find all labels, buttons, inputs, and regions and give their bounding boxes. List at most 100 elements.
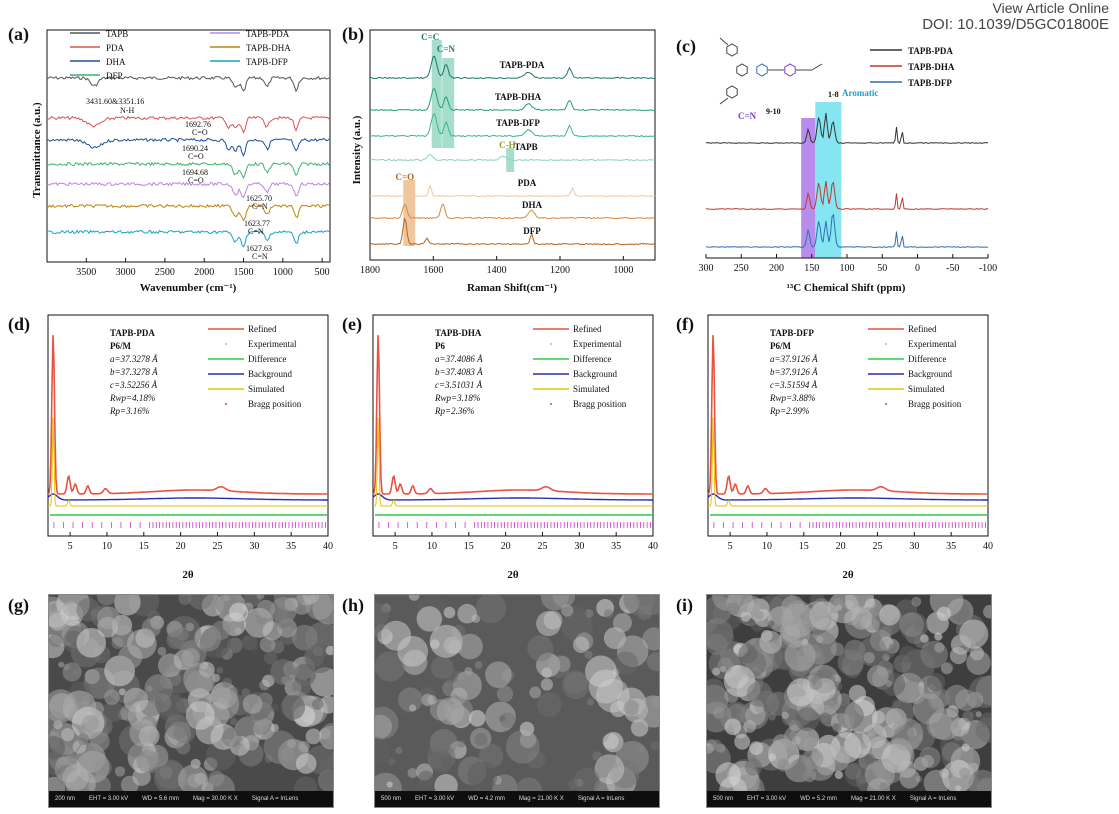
sem-particle bbox=[568, 779, 579, 790]
pxrd-x-label: 2θ bbox=[507, 569, 519, 581]
ring bbox=[784, 63, 796, 77]
sem-particle bbox=[262, 674, 275, 687]
sem-particle bbox=[823, 744, 851, 772]
sem-micrograph-g bbox=[49, 595, 333, 805]
sem-particle bbox=[475, 595, 507, 624]
sem-particle bbox=[221, 727, 242, 748]
sem-particle bbox=[836, 702, 864, 730]
sem-particle bbox=[856, 595, 867, 602]
annotation: 1694.68 bbox=[182, 168, 208, 177]
sem-particle bbox=[766, 691, 791, 716]
sem-scale-g: 200 nm bbox=[55, 796, 76, 802]
legend-swatch bbox=[885, 343, 887, 345]
sem-particle bbox=[114, 766, 126, 777]
x-tick-label: 10 bbox=[762, 541, 772, 552]
sem-particle bbox=[602, 733, 619, 750]
refined-curve bbox=[707, 335, 988, 495]
sem-particle bbox=[961, 743, 970, 752]
x-tick-label: 25 bbox=[212, 541, 222, 552]
sem-particle bbox=[436, 697, 465, 726]
sem-particle bbox=[229, 602, 249, 622]
sem-particle bbox=[375, 603, 390, 626]
sem-particle bbox=[707, 633, 728, 656]
sem-particle bbox=[375, 736, 390, 766]
sem-particle bbox=[543, 610, 563, 630]
sem-particle bbox=[375, 706, 399, 740]
sem-particle bbox=[816, 635, 824, 643]
legend-label: Bragg position bbox=[908, 399, 962, 409]
x-tick-label: 1400 bbox=[487, 265, 507, 276]
legend-label: TAPB-DFP bbox=[908, 78, 952, 88]
x-tick-label: 20 bbox=[176, 541, 186, 552]
sem-particle bbox=[49, 633, 63, 648]
refined-curve bbox=[47, 335, 328, 495]
sem-eht-g: EHT = 3.00 kV bbox=[89, 796, 129, 802]
sem-particle bbox=[712, 667, 721, 676]
sem-particle bbox=[885, 680, 893, 687]
panel-letter: (i) bbox=[676, 595, 693, 616]
panel-letter: (c) bbox=[676, 36, 696, 57]
sem-particle bbox=[183, 663, 216, 696]
annotation: 1690.24 bbox=[182, 144, 208, 153]
x-tick-label: 10 bbox=[102, 541, 112, 552]
sem-particle bbox=[744, 758, 763, 776]
panel-letter: (g) bbox=[8, 595, 29, 616]
view-article-link[interactable]: View Article Online bbox=[992, 0, 1109, 16]
sem-particle bbox=[49, 603, 57, 612]
sem-particle bbox=[519, 731, 537, 749]
pxrd-param: b=37.4083 Å bbox=[435, 367, 483, 377]
legend-label: Simulated bbox=[573, 384, 610, 394]
x-tick-label: -50 bbox=[946, 263, 959, 274]
sem-particle bbox=[188, 595, 214, 610]
pxrd-param: a=37.9126 Å bbox=[770, 354, 818, 364]
sem-particle bbox=[561, 604, 574, 617]
sem-image-g: 200 nm EHT = 3.00 kV WD = 5.6 mm Mag = 3… bbox=[48, 594, 334, 808]
sem-particle bbox=[468, 710, 486, 727]
x-tick-label: 35 bbox=[611, 541, 621, 552]
pxrd-x-label: 2θ bbox=[182, 569, 194, 581]
legend-label: TAPB bbox=[106, 29, 128, 39]
panel-letter: (b) bbox=[342, 24, 364, 45]
sem-particle bbox=[118, 688, 126, 696]
sem-particle bbox=[949, 647, 968, 665]
sem-particle bbox=[912, 693, 945, 725]
sem-particle bbox=[724, 718, 742, 736]
raman-curve-dha bbox=[369, 203, 656, 220]
x-tick-label: 200 bbox=[769, 263, 784, 274]
sem-signal-h: Signal A = InLens bbox=[577, 796, 625, 802]
raman-curve-pda bbox=[369, 184, 656, 198]
legend-label: Experimental bbox=[248, 339, 297, 349]
sem-particle bbox=[457, 633, 483, 660]
sem-mag-g: Mag = 30.00 K X bbox=[192, 796, 238, 802]
annotation: 3431.60&3351.16 bbox=[86, 97, 144, 106]
sem-particle bbox=[418, 770, 435, 787]
panel-letter: (d) bbox=[8, 314, 30, 335]
aromatic-band bbox=[815, 102, 842, 258]
annotation: 1692.76 bbox=[185, 120, 211, 129]
legend-label: Difference bbox=[248, 354, 286, 364]
ftir-curve-dha bbox=[46, 137, 330, 157]
legend-swatch bbox=[550, 343, 552, 345]
sem-particle bbox=[827, 595, 860, 624]
sem-particle bbox=[885, 648, 895, 658]
sem-particle bbox=[646, 652, 659, 672]
legend-label: Background bbox=[908, 369, 952, 379]
sem-particle bbox=[158, 653, 182, 678]
panel-letter: (e) bbox=[342, 314, 362, 335]
sem-particle bbox=[280, 694, 306, 720]
raman-curve-tapb bbox=[369, 154, 656, 162]
sem-info-bar-h: 500 nm EHT = 3.00 kV WD = 4.2 mm Mag = 2… bbox=[375, 791, 659, 807]
article-header: View Article Online DOI: 10.1039/D5GC018… bbox=[922, 0, 1109, 34]
sem-wd-h: WD = 4.2 mm bbox=[468, 796, 505, 802]
legend-label: Simulated bbox=[908, 384, 945, 394]
legend-label: DFP bbox=[106, 71, 123, 81]
sem-particle bbox=[819, 712, 832, 725]
sem-particle bbox=[899, 645, 917, 663]
sem-particle bbox=[157, 646, 167, 656]
raman-curve-tapb-pda bbox=[369, 55, 656, 80]
sem-particle bbox=[77, 733, 90, 746]
series-label: PDA bbox=[518, 178, 537, 188]
ftir-curve-tapb-dha bbox=[46, 203, 330, 222]
sem-particle bbox=[767, 620, 775, 628]
series-label: TAPB-DHA bbox=[495, 92, 542, 102]
